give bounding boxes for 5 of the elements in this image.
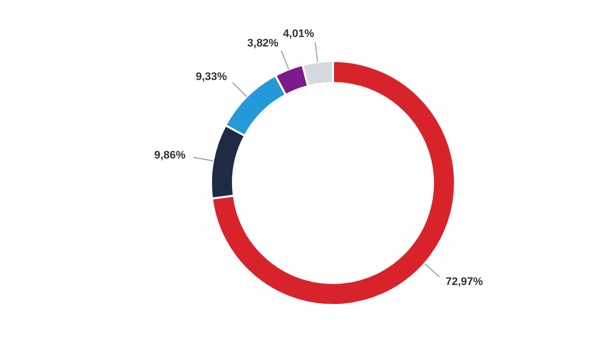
data-label: 72,97% xyxy=(446,276,484,288)
data-label: 9,33% xyxy=(196,70,228,83)
data-label: 3,82% xyxy=(247,37,279,50)
data-label: 4,01% xyxy=(282,28,314,40)
data-label: 9,86% xyxy=(154,150,186,162)
